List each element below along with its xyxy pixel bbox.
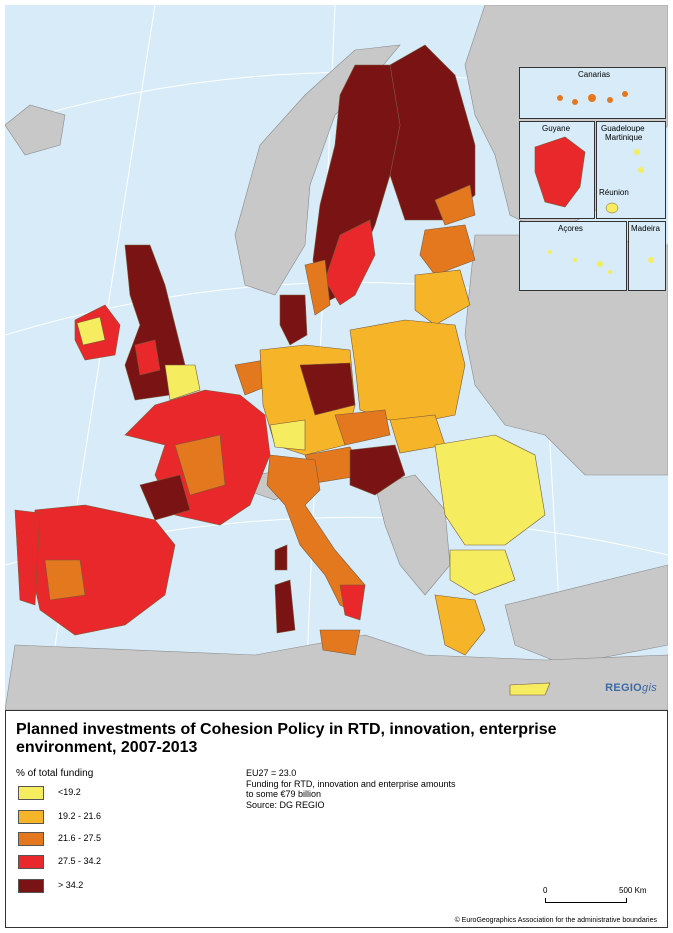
iceland bbox=[5, 104, 66, 156]
region-bulgaria bbox=[449, 549, 516, 596]
legend-label: > 34.2 bbox=[58, 880, 84, 890]
turkey bbox=[504, 564, 668, 666]
legend-swatch bbox=[18, 879, 44, 893]
scale-start: 0 bbox=[543, 886, 548, 895]
legend-heading: % of total funding bbox=[16, 768, 94, 779]
legend-swatch bbox=[18, 855, 44, 869]
inset-label-guadeloupe: Guadeloupe bbox=[601, 124, 645, 133]
region-denmark bbox=[279, 294, 308, 346]
madeira-islands bbox=[648, 257, 654, 263]
legend-swatch bbox=[18, 832, 44, 846]
inset-label-acores: Açores bbox=[558, 224, 583, 233]
map-svg bbox=[5, 5, 668, 710]
inset-guyane: Guyane bbox=[519, 121, 595, 219]
inset-label-madeira: Madeira bbox=[631, 224, 660, 233]
map-notes: EU27 = 23.0 Funding for RTD, innovation … bbox=[246, 768, 455, 810]
note-amount: to some €79 billion bbox=[246, 789, 322, 799]
note-eu-average: EU27 = 23.0 bbox=[246, 768, 297, 778]
scale-line bbox=[545, 898, 627, 903]
inset-label-martinique: Martinique bbox=[605, 133, 643, 142]
inset-label-canarias: Canarias bbox=[578, 70, 611, 79]
legend-label: 27.5 - 34.2 bbox=[58, 856, 102, 866]
copyright-text: © EuroGeographics Association for the ad… bbox=[454, 917, 657, 924]
region-lithuania bbox=[414, 269, 471, 326]
note-funding: Funding for RTD, innovation and enterpri… bbox=[246, 778, 456, 789]
antilles-islands bbox=[605, 149, 644, 214]
balkans bbox=[374, 474, 451, 596]
region-hungary bbox=[349, 444, 406, 496]
legend-swatch bbox=[18, 786, 44, 800]
legend-label: <19.2 bbox=[58, 787, 81, 797]
region-sardinia bbox=[274, 579, 296, 634]
inset-antilles-reunion: Guadeloupe Martinique Réunion bbox=[596, 121, 666, 219]
europe-map: Canarias Guyane Guadeloupe Martinique Ré… bbox=[5, 5, 668, 711]
legend-label: 21.6 - 27.5 bbox=[58, 833, 102, 843]
inset-canarias: Canarias bbox=[519, 67, 666, 119]
inset-label-reunion: Réunion bbox=[599, 188, 629, 197]
map-title: Planned investments of Cohesion Policy i… bbox=[16, 721, 557, 756]
canarias-islands bbox=[557, 91, 628, 105]
region-czech bbox=[334, 409, 391, 446]
north-africa bbox=[5, 634, 668, 710]
eu-regions bbox=[14, 44, 551, 696]
scale-end: 500 Km bbox=[619, 886, 647, 895]
region-poland bbox=[349, 319, 466, 426]
acores-islands bbox=[548, 250, 612, 274]
region-romania bbox=[434, 434, 546, 546]
legend-swatch bbox=[18, 810, 44, 824]
guyane-territory bbox=[534, 136, 586, 208]
region-corsica bbox=[274, 544, 288, 571]
region-sicily bbox=[319, 629, 361, 656]
note-source: Source: DG REGIO bbox=[246, 799, 325, 810]
inset-madeira: Madeira bbox=[628, 221, 666, 291]
regiogis-logo: REGIOgis bbox=[605, 682, 657, 694]
inset-label-guyane: Guyane bbox=[542, 124, 571, 133]
region-greece bbox=[434, 594, 486, 656]
region-portugal bbox=[14, 509, 41, 606]
legend-label: 19.2 - 21.6 bbox=[58, 811, 102, 821]
inset-acores: Açores bbox=[519, 221, 627, 291]
region-estonia-latvia bbox=[419, 224, 476, 276]
